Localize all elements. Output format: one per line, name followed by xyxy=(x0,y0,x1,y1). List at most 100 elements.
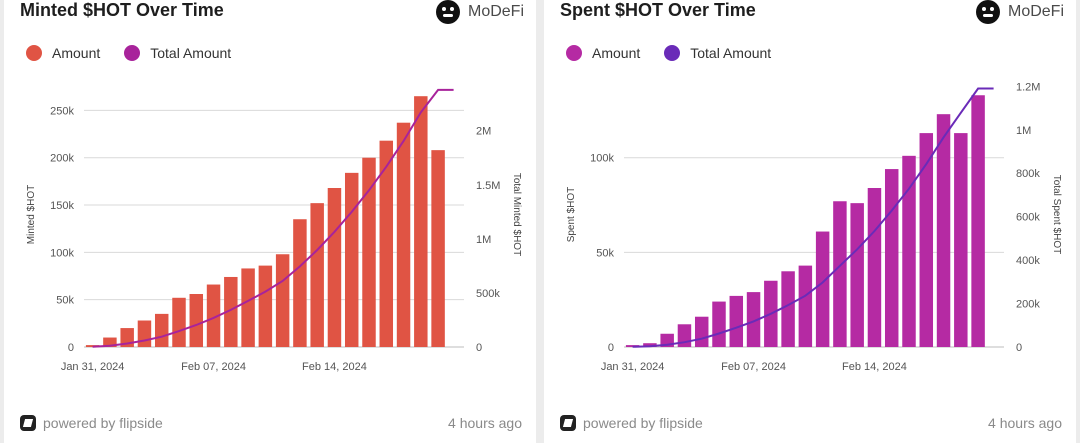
legend-item-total-amount[interactable]: Total Amount xyxy=(664,45,771,61)
powered-by-text: powered by flipside xyxy=(583,415,703,431)
card-footer: powered by flipside 4 hours ago xyxy=(20,415,522,431)
bar xyxy=(327,188,342,347)
bar xyxy=(815,231,830,347)
legend-item-amount[interactable]: Amount xyxy=(566,45,640,61)
y-tick-label: 50k xyxy=(56,295,74,307)
modefi-logo-icon xyxy=(975,0,1000,24)
y2-tick-label: 800k xyxy=(1016,168,1040,180)
bar xyxy=(189,294,204,347)
bar xyxy=(362,157,376,347)
brand-name: MoDeFi xyxy=(1007,3,1064,20)
y2-tick-label: 500k xyxy=(476,288,500,300)
bar xyxy=(867,188,882,347)
bar xyxy=(431,150,445,347)
flipside-logo-icon xyxy=(560,415,576,431)
x-tick-label: Jan 31, 2024 xyxy=(601,361,665,373)
total-amount-line xyxy=(92,88,454,348)
bar xyxy=(224,276,238,347)
powered-by[interactable]: powered by flipside xyxy=(20,415,163,431)
y2-tick-label: 1M xyxy=(1016,125,1031,137)
card-footer: powered by flipside 4 hours ago xyxy=(560,415,1062,431)
legend-amount-label: Amount xyxy=(592,45,641,61)
y-axis-label: Minted $HOT xyxy=(26,185,37,244)
y-tick-label: 50k xyxy=(596,247,614,259)
powered-by-text: powered by flipside xyxy=(43,415,163,431)
bar xyxy=(310,203,324,347)
minted-chart-card: Minted $HOT Over Time MoDeFi Amount Tota… xyxy=(4,0,536,443)
bar xyxy=(781,271,795,347)
bar xyxy=(293,219,307,347)
bar xyxy=(919,133,934,347)
legend: Amount Total Amount xyxy=(566,45,771,61)
legend-total-label: Total Amount xyxy=(690,45,772,61)
bar xyxy=(798,265,813,347)
bar xyxy=(396,122,411,347)
minted-chart: 0 50k 100k 150k 200k 250k 0 500k 1M 1.5M 2M Minted … xyxy=(26,88,522,373)
x-tick-label: Feb 07, 2024 xyxy=(181,361,246,373)
total-amount-line xyxy=(632,87,994,348)
y2-tick-label: 1M xyxy=(476,234,491,246)
y2-axis-label: Total Spent $HOT xyxy=(1051,175,1062,254)
legend-amount-label: Amount xyxy=(52,45,101,61)
bar xyxy=(103,337,117,347)
y2-tick-label: 1.5M xyxy=(476,180,500,192)
bar xyxy=(137,320,152,347)
y2-tick-label: 2M xyxy=(476,126,491,138)
powered-by[interactable]: powered by flipside xyxy=(560,415,703,431)
y2-tick-label: 600k xyxy=(1016,212,1040,224)
legend-total-swatch xyxy=(664,45,681,61)
bar xyxy=(154,313,169,347)
bar xyxy=(712,301,726,347)
brand[interactable]: MoDeFi xyxy=(975,0,1064,24)
brand-name: MoDeFi xyxy=(467,3,524,20)
flipside-logo-icon xyxy=(20,415,36,431)
bar xyxy=(379,140,394,347)
y2-tick-label: 400k xyxy=(1016,255,1040,267)
bar xyxy=(241,268,255,347)
bar xyxy=(643,343,657,347)
y-axis-label: Spent $HOT xyxy=(566,187,577,243)
bar xyxy=(746,292,761,347)
y-tick-label: 150k xyxy=(50,200,74,212)
x-tick-label: Feb 07, 2024 xyxy=(721,361,786,373)
modefi-logo-icon xyxy=(435,0,460,24)
x-tick-label: Jan 31, 2024 xyxy=(61,361,125,373)
bar xyxy=(275,254,290,347)
y-tick-label: 200k xyxy=(50,153,74,165)
bar xyxy=(206,284,221,347)
x-tick-label: Feb 14, 2024 xyxy=(302,361,367,373)
legend-item-total-amount[interactable]: Total Amount xyxy=(124,45,231,61)
bar xyxy=(850,203,864,347)
legend: Amount Total Amount xyxy=(26,45,231,61)
y-tick-label: 100k xyxy=(50,247,74,259)
legend-total-swatch xyxy=(124,45,141,61)
y2-tick-label: 0 xyxy=(1016,342,1022,354)
bar xyxy=(172,297,186,347)
bar xyxy=(344,172,359,347)
spent-chart: 0 50k 100k 0 200k 400k 600k 800k 1M 1.2M Spent $HO… xyxy=(566,81,1062,373)
chart-title: Minted $HOT Over Time xyxy=(20,0,224,20)
y2-tick-label: 0 xyxy=(476,342,482,354)
chart-title: Spent $HOT Over Time xyxy=(560,0,756,20)
bar xyxy=(884,169,899,347)
legend-amount-swatch xyxy=(566,45,582,61)
legend-item-amount[interactable]: Amount xyxy=(26,45,100,61)
bar xyxy=(258,265,273,347)
updated-time: 4 hours ago xyxy=(988,415,1062,431)
y2-tick-label: 1.2M xyxy=(1016,81,1040,93)
updated-time: 4 hours ago xyxy=(448,415,522,431)
bar xyxy=(902,155,916,347)
y2-axis-label: Total Minted $HOT xyxy=(511,173,522,256)
bar xyxy=(971,95,985,347)
bar xyxy=(729,295,744,347)
y-tick-label: 0 xyxy=(68,342,74,354)
legend-amount-swatch xyxy=(26,45,42,61)
brand[interactable]: MoDeFi xyxy=(435,0,524,24)
bar xyxy=(414,96,428,347)
x-tick-label: Feb 14, 2024 xyxy=(842,361,907,373)
bar xyxy=(936,114,951,347)
legend-total-label: Total Amount xyxy=(150,45,232,61)
y-tick-label: 250k xyxy=(50,105,74,117)
y-tick-label: 100k xyxy=(590,153,614,165)
y-tick-label: 0 xyxy=(608,342,614,354)
